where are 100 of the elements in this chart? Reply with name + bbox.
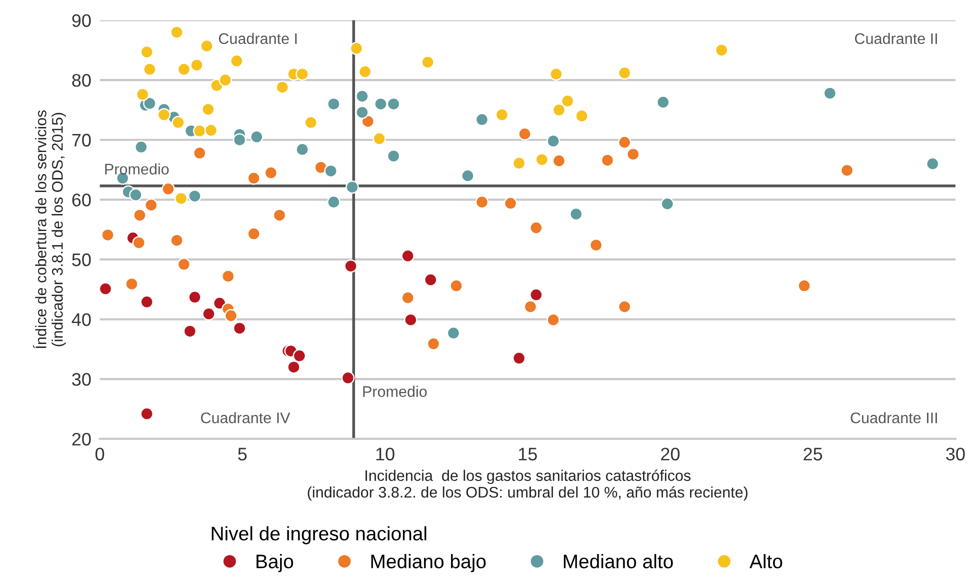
point (272, 208, 286, 222)
point (177, 62, 191, 76)
point (530, 221, 543, 234)
point (346, 180, 359, 194)
x-tick-label: 5 (238, 448, 247, 460)
point (140, 45, 154, 59)
point (140, 407, 154, 420)
point (530, 288, 543, 302)
point (504, 196, 518, 210)
point (575, 109, 588, 123)
point (202, 307, 216, 321)
point (188, 189, 202, 203)
point (172, 116, 185, 130)
point (823, 86, 837, 100)
point (224, 309, 238, 322)
point (202, 102, 215, 116)
point (714, 44, 728, 57)
x-tick-label: 20 (661, 448, 680, 460)
point (222, 270, 235, 283)
point (404, 313, 418, 327)
point (350, 42, 364, 56)
point (450, 279, 463, 292)
point (589, 238, 603, 252)
y-tick-label: 30 (72, 373, 91, 386)
point (129, 188, 142, 202)
point (136, 88, 150, 102)
point (264, 166, 278, 180)
point (358, 65, 372, 78)
point (446, 326, 460, 340)
point (162, 182, 175, 196)
point (569, 207, 583, 221)
point (143, 96, 156, 110)
point (386, 149, 400, 163)
point (546, 313, 560, 327)
y-tick-label: 50 (72, 253, 91, 266)
point (140, 295, 154, 309)
point (292, 349, 306, 362)
point (247, 172, 260, 185)
point (626, 148, 640, 161)
point (560, 94, 574, 108)
annotation: Cuadrante III (850, 412, 937, 424)
point (426, 337, 440, 350)
point (401, 291, 414, 304)
point (461, 169, 474, 182)
y-tick-label: 90 (72, 14, 91, 27)
x-tick-label: 30 (946, 448, 965, 460)
y-tick-label: 80 (72, 74, 91, 87)
legend-label: Mediano alto (564, 554, 673, 568)
point (230, 54, 244, 68)
point (552, 103, 566, 117)
point (188, 290, 202, 304)
point (374, 97, 388, 111)
x-axis-title: Incidencia de los gastos sanitarios catastróficos (indicador 3.8.2. de los ODS: umbral del 10 %, año más reciente) (308, 470, 748, 501)
point (512, 352, 526, 365)
point (324, 164, 338, 178)
point (174, 192, 188, 206)
point (327, 97, 340, 111)
x-tick-label: 0 (95, 448, 104, 460)
point (552, 154, 566, 168)
point (296, 67, 309, 81)
point (475, 112, 489, 126)
point (192, 124, 206, 138)
point (296, 142, 309, 156)
point (535, 152, 549, 166)
point (401, 249, 414, 263)
point (798, 279, 811, 292)
point (177, 258, 191, 271)
ref-line-label: Promedio (363, 386, 427, 397)
point (424, 273, 438, 286)
y-tick-label: 40 (72, 313, 91, 326)
y-tick-label: 60 (72, 194, 91, 206)
x-tick-label: 15 (518, 448, 537, 460)
point (170, 234, 184, 247)
point (356, 106, 369, 119)
point (200, 39, 214, 53)
annotation: Cuadrante I (218, 32, 297, 44)
legend-label: Alto (750, 554, 782, 568)
point (218, 73, 232, 87)
point (183, 324, 197, 338)
point (356, 90, 369, 103)
point (656, 96, 670, 109)
legend-title: Nivel de ingreso nacional (212, 526, 426, 544)
point (190, 58, 204, 72)
ref-line-label: Promedio (105, 163, 169, 175)
point (341, 371, 355, 385)
x-tick-label: 25 (804, 448, 822, 460)
point (170, 26, 184, 39)
point (618, 66, 632, 80)
point (361, 114, 375, 128)
point (204, 124, 218, 137)
y-axis-title: Índice de cobertura de los servicios (indicador 3.8.1 de los ODS, 2015) (32, 110, 66, 348)
y-tick-label: 20 (72, 432, 91, 446)
point (512, 156, 526, 170)
point (386, 97, 400, 111)
point (304, 116, 318, 130)
point (660, 197, 674, 210)
point (372, 132, 386, 146)
point (550, 67, 563, 81)
legend-label: Bajo (256, 554, 294, 572)
point (232, 322, 246, 335)
